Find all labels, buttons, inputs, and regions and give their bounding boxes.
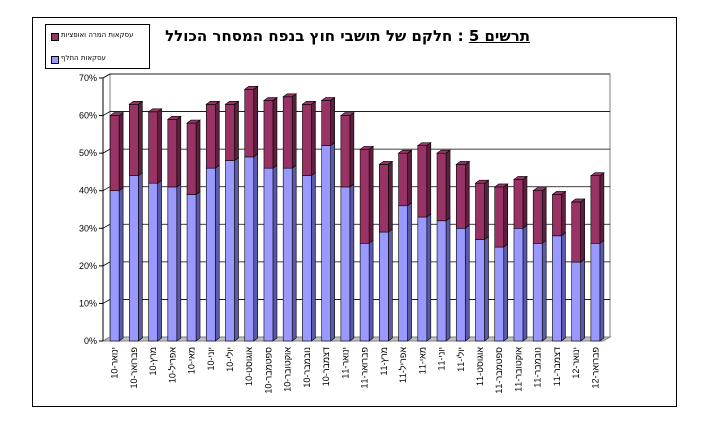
chart-title-text: : חלקם של תושבי חוץ בנפח המסחר הכולל [165,27,464,45]
legend-label-spot: עסקאות החלף [61,54,106,62]
chart-frame [32,17,677,407]
chart-legend: עסקאות המרה ואופציות עסקאות החלף [45,24,150,69]
legend-label-forward: עסקאות המרה ואופציות [61,31,134,39]
legend-item-spot: עסקאות החלף [51,54,149,66]
legend-item-forward: עסקאות המרה ואופציות [51,31,149,43]
chart-title-prefix: תרשים 5 [468,27,530,45]
chart-title: תרשים 5 : חלקם של תושבי חוץ בנפח המסחר ה… [165,27,530,45]
legend-swatch-spot [51,56,59,64]
legend-swatch-forward [51,33,59,41]
